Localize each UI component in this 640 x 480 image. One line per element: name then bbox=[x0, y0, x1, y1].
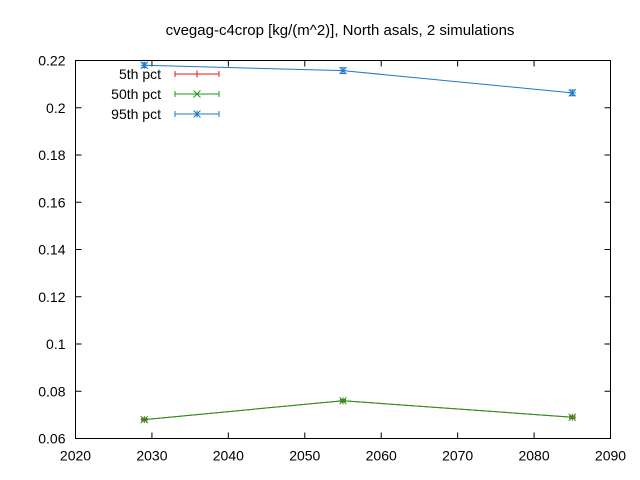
x-tick-label: 2070 bbox=[442, 448, 473, 464]
chart-title: cvegag-c4crop [kg/(m^2)], North asals, 2… bbox=[166, 22, 515, 39]
marker-stroke bbox=[193, 90, 201, 98]
x-tick-label: 2040 bbox=[213, 448, 244, 464]
y-tick-label: 0.08 bbox=[38, 383, 65, 399]
marker-stroke bbox=[140, 61, 149, 70]
y-tick-label: 0.1 bbox=[46, 336, 66, 352]
marker-stroke bbox=[140, 415, 149, 424]
series-line bbox=[144, 64, 573, 94]
x-tick-label: 2050 bbox=[289, 448, 320, 464]
series-line bbox=[144, 400, 573, 421]
x-tick-label: 2080 bbox=[518, 448, 549, 464]
marker-stroke bbox=[568, 89, 577, 97]
axes: 2020 2030 2040 2050 2060 2070 2080 2090 0.06 0.08… bbox=[38, 53, 626, 464]
y-tick-label: 0.06 bbox=[38, 431, 65, 447]
marker-stroke bbox=[339, 396, 347, 405]
y-tick-label: 0.14 bbox=[38, 242, 65, 258]
series-layer bbox=[140, 61, 577, 424]
series-0 bbox=[140, 397, 576, 424]
marker-stroke bbox=[339, 66, 347, 75]
series-2 bbox=[140, 61, 577, 97]
y-tick-label: 0.16 bbox=[38, 194, 65, 210]
legend-label: 95th pct bbox=[111, 106, 161, 122]
marker-stroke bbox=[568, 413, 577, 422]
y-tick-label: 0.12 bbox=[38, 289, 65, 305]
series-line bbox=[144, 400, 573, 421]
series-1 bbox=[140, 396, 577, 424]
x-tick-label: 2060 bbox=[366, 448, 397, 464]
x-tick-label: 2020 bbox=[60, 448, 91, 464]
legend-label: 50th pct bbox=[111, 86, 161, 102]
y-tick-label: 0.22 bbox=[38, 53, 65, 69]
y-tick-label: 0.18 bbox=[38, 147, 65, 163]
x-tick-label: 2030 bbox=[136, 448, 167, 464]
y-tick-label: 0.2 bbox=[46, 100, 66, 116]
x-tick-label: 2090 bbox=[595, 448, 626, 464]
legend: 5th pct 50th pct 95th pct bbox=[111, 66, 220, 122]
marker-stroke bbox=[193, 110, 201, 118]
legend-label: 5th pct bbox=[119, 66, 161, 82]
